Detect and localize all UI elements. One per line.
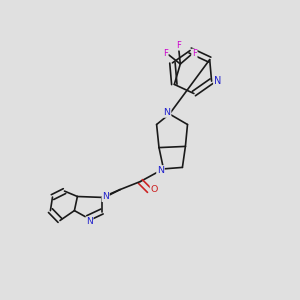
Text: N: N [214,76,221,86]
Text: F: F [192,49,197,58]
Text: O: O [151,185,158,194]
Text: N: N [164,108,171,117]
Text: F: F [176,41,181,50]
Text: N: N [157,166,164,175]
Text: N: N [102,192,109,201]
Text: N: N [86,217,93,226]
Text: F: F [163,49,168,58]
